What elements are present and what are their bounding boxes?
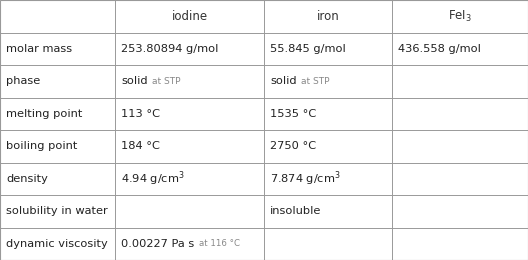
Text: dynamic viscosity: dynamic viscosity [6,239,108,249]
Text: phase: phase [6,76,41,86]
Text: 253.80894 g/mol: 253.80894 g/mol [121,44,219,54]
Text: at STP: at STP [152,77,181,86]
Text: boiling point: boiling point [6,141,78,151]
Text: molar mass: molar mass [6,44,72,54]
Text: solid: solid [270,76,297,86]
Text: solid: solid [121,76,148,86]
Text: density: density [6,174,48,184]
Text: 184 °C: 184 °C [121,141,161,151]
Text: 7.874 g/cm$^{3}$: 7.874 g/cm$^{3}$ [270,170,341,188]
Text: 436.558 g/mol: 436.558 g/mol [398,44,481,54]
Text: melting point: melting point [6,109,83,119]
Text: FeI$_3$: FeI$_3$ [448,9,472,24]
Text: insoluble: insoluble [270,206,322,216]
Text: at STP: at STP [301,77,329,86]
Text: iron: iron [316,10,340,23]
Text: iodine: iodine [172,10,208,23]
Text: 4.94 g/cm$^{3}$: 4.94 g/cm$^{3}$ [121,170,185,188]
Text: at 116 °C: at 116 °C [199,239,240,248]
Text: 0.00227 Pa s: 0.00227 Pa s [121,239,195,249]
Text: 55.845 g/mol: 55.845 g/mol [270,44,346,54]
Text: 2750 °C: 2750 °C [270,141,316,151]
Text: solubility in water: solubility in water [6,206,108,216]
Text: 113 °C: 113 °C [121,109,161,119]
Text: 1535 °C: 1535 °C [270,109,317,119]
